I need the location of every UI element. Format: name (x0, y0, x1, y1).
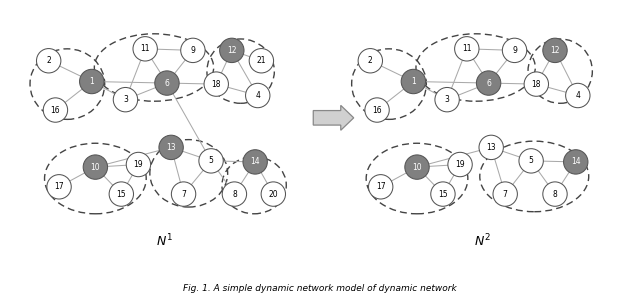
Text: 18: 18 (532, 80, 541, 89)
Text: 17: 17 (376, 182, 385, 191)
Circle shape (155, 71, 179, 95)
Text: 7: 7 (181, 189, 186, 199)
Text: 19: 19 (134, 160, 143, 169)
Circle shape (113, 88, 138, 112)
Text: 4: 4 (255, 91, 260, 100)
Circle shape (401, 69, 426, 94)
Text: $N^1$: $N^1$ (156, 232, 173, 249)
Circle shape (454, 37, 479, 61)
Text: 14: 14 (571, 157, 580, 166)
Circle shape (431, 182, 455, 206)
Circle shape (564, 150, 588, 174)
Circle shape (83, 155, 108, 179)
Circle shape (543, 182, 567, 206)
Circle shape (261, 182, 285, 206)
Text: 9: 9 (512, 46, 517, 55)
Text: 13: 13 (486, 143, 496, 152)
Circle shape (365, 98, 389, 122)
Circle shape (448, 152, 472, 177)
Text: 16: 16 (372, 106, 382, 115)
Circle shape (109, 182, 134, 206)
Text: 8: 8 (552, 189, 557, 199)
Text: 1: 1 (411, 77, 416, 86)
Text: 1: 1 (90, 77, 94, 86)
Text: 2: 2 (46, 56, 51, 65)
Circle shape (47, 175, 71, 199)
Circle shape (159, 135, 183, 160)
Circle shape (133, 37, 157, 61)
Text: 11: 11 (140, 44, 150, 53)
Text: 17: 17 (54, 182, 64, 191)
Text: 5: 5 (529, 156, 534, 165)
Circle shape (543, 38, 567, 62)
Text: 7: 7 (503, 189, 508, 199)
Circle shape (204, 72, 228, 96)
Text: 14: 14 (250, 157, 260, 166)
Circle shape (566, 83, 590, 108)
Circle shape (358, 49, 383, 73)
Text: 4: 4 (575, 91, 580, 100)
Circle shape (220, 38, 244, 62)
Text: 15: 15 (438, 189, 448, 199)
Circle shape (44, 98, 68, 122)
Circle shape (36, 49, 61, 73)
Circle shape (476, 71, 500, 95)
Circle shape (246, 83, 270, 108)
Circle shape (79, 69, 104, 94)
Text: 9: 9 (191, 46, 195, 55)
Text: $N^2$: $N^2$ (474, 232, 491, 249)
Text: 19: 19 (455, 160, 465, 169)
Circle shape (435, 88, 460, 112)
Text: 12: 12 (550, 46, 560, 55)
Circle shape (479, 135, 504, 160)
Circle shape (493, 182, 517, 206)
Text: Fig. 1. A simple dynamic network model of dynamic network: Fig. 1. A simple dynamic network model o… (183, 284, 457, 293)
Circle shape (502, 38, 527, 62)
FancyArrow shape (313, 105, 354, 130)
Text: 6: 6 (486, 78, 491, 88)
Text: 6: 6 (164, 78, 170, 88)
Text: 13: 13 (166, 143, 176, 152)
Text: 5: 5 (209, 156, 214, 165)
Text: 20: 20 (269, 189, 278, 199)
Circle shape (524, 72, 548, 96)
Text: 10: 10 (412, 163, 422, 172)
Circle shape (199, 149, 223, 173)
Circle shape (243, 150, 268, 174)
Circle shape (249, 49, 273, 73)
Circle shape (126, 152, 150, 177)
Circle shape (405, 155, 429, 179)
Text: 15: 15 (116, 189, 126, 199)
Circle shape (369, 175, 393, 199)
Text: 8: 8 (232, 189, 237, 199)
Circle shape (222, 182, 246, 206)
Text: 16: 16 (51, 106, 60, 115)
Text: 12: 12 (227, 46, 237, 55)
Text: 21: 21 (257, 56, 266, 65)
Text: 18: 18 (211, 80, 221, 89)
Circle shape (519, 149, 543, 173)
Text: 11: 11 (462, 44, 472, 53)
Text: 3: 3 (445, 95, 449, 104)
Circle shape (172, 182, 196, 206)
Text: 10: 10 (91, 163, 100, 172)
Text: 3: 3 (123, 95, 128, 104)
Circle shape (180, 38, 205, 62)
Text: 2: 2 (368, 56, 372, 65)
